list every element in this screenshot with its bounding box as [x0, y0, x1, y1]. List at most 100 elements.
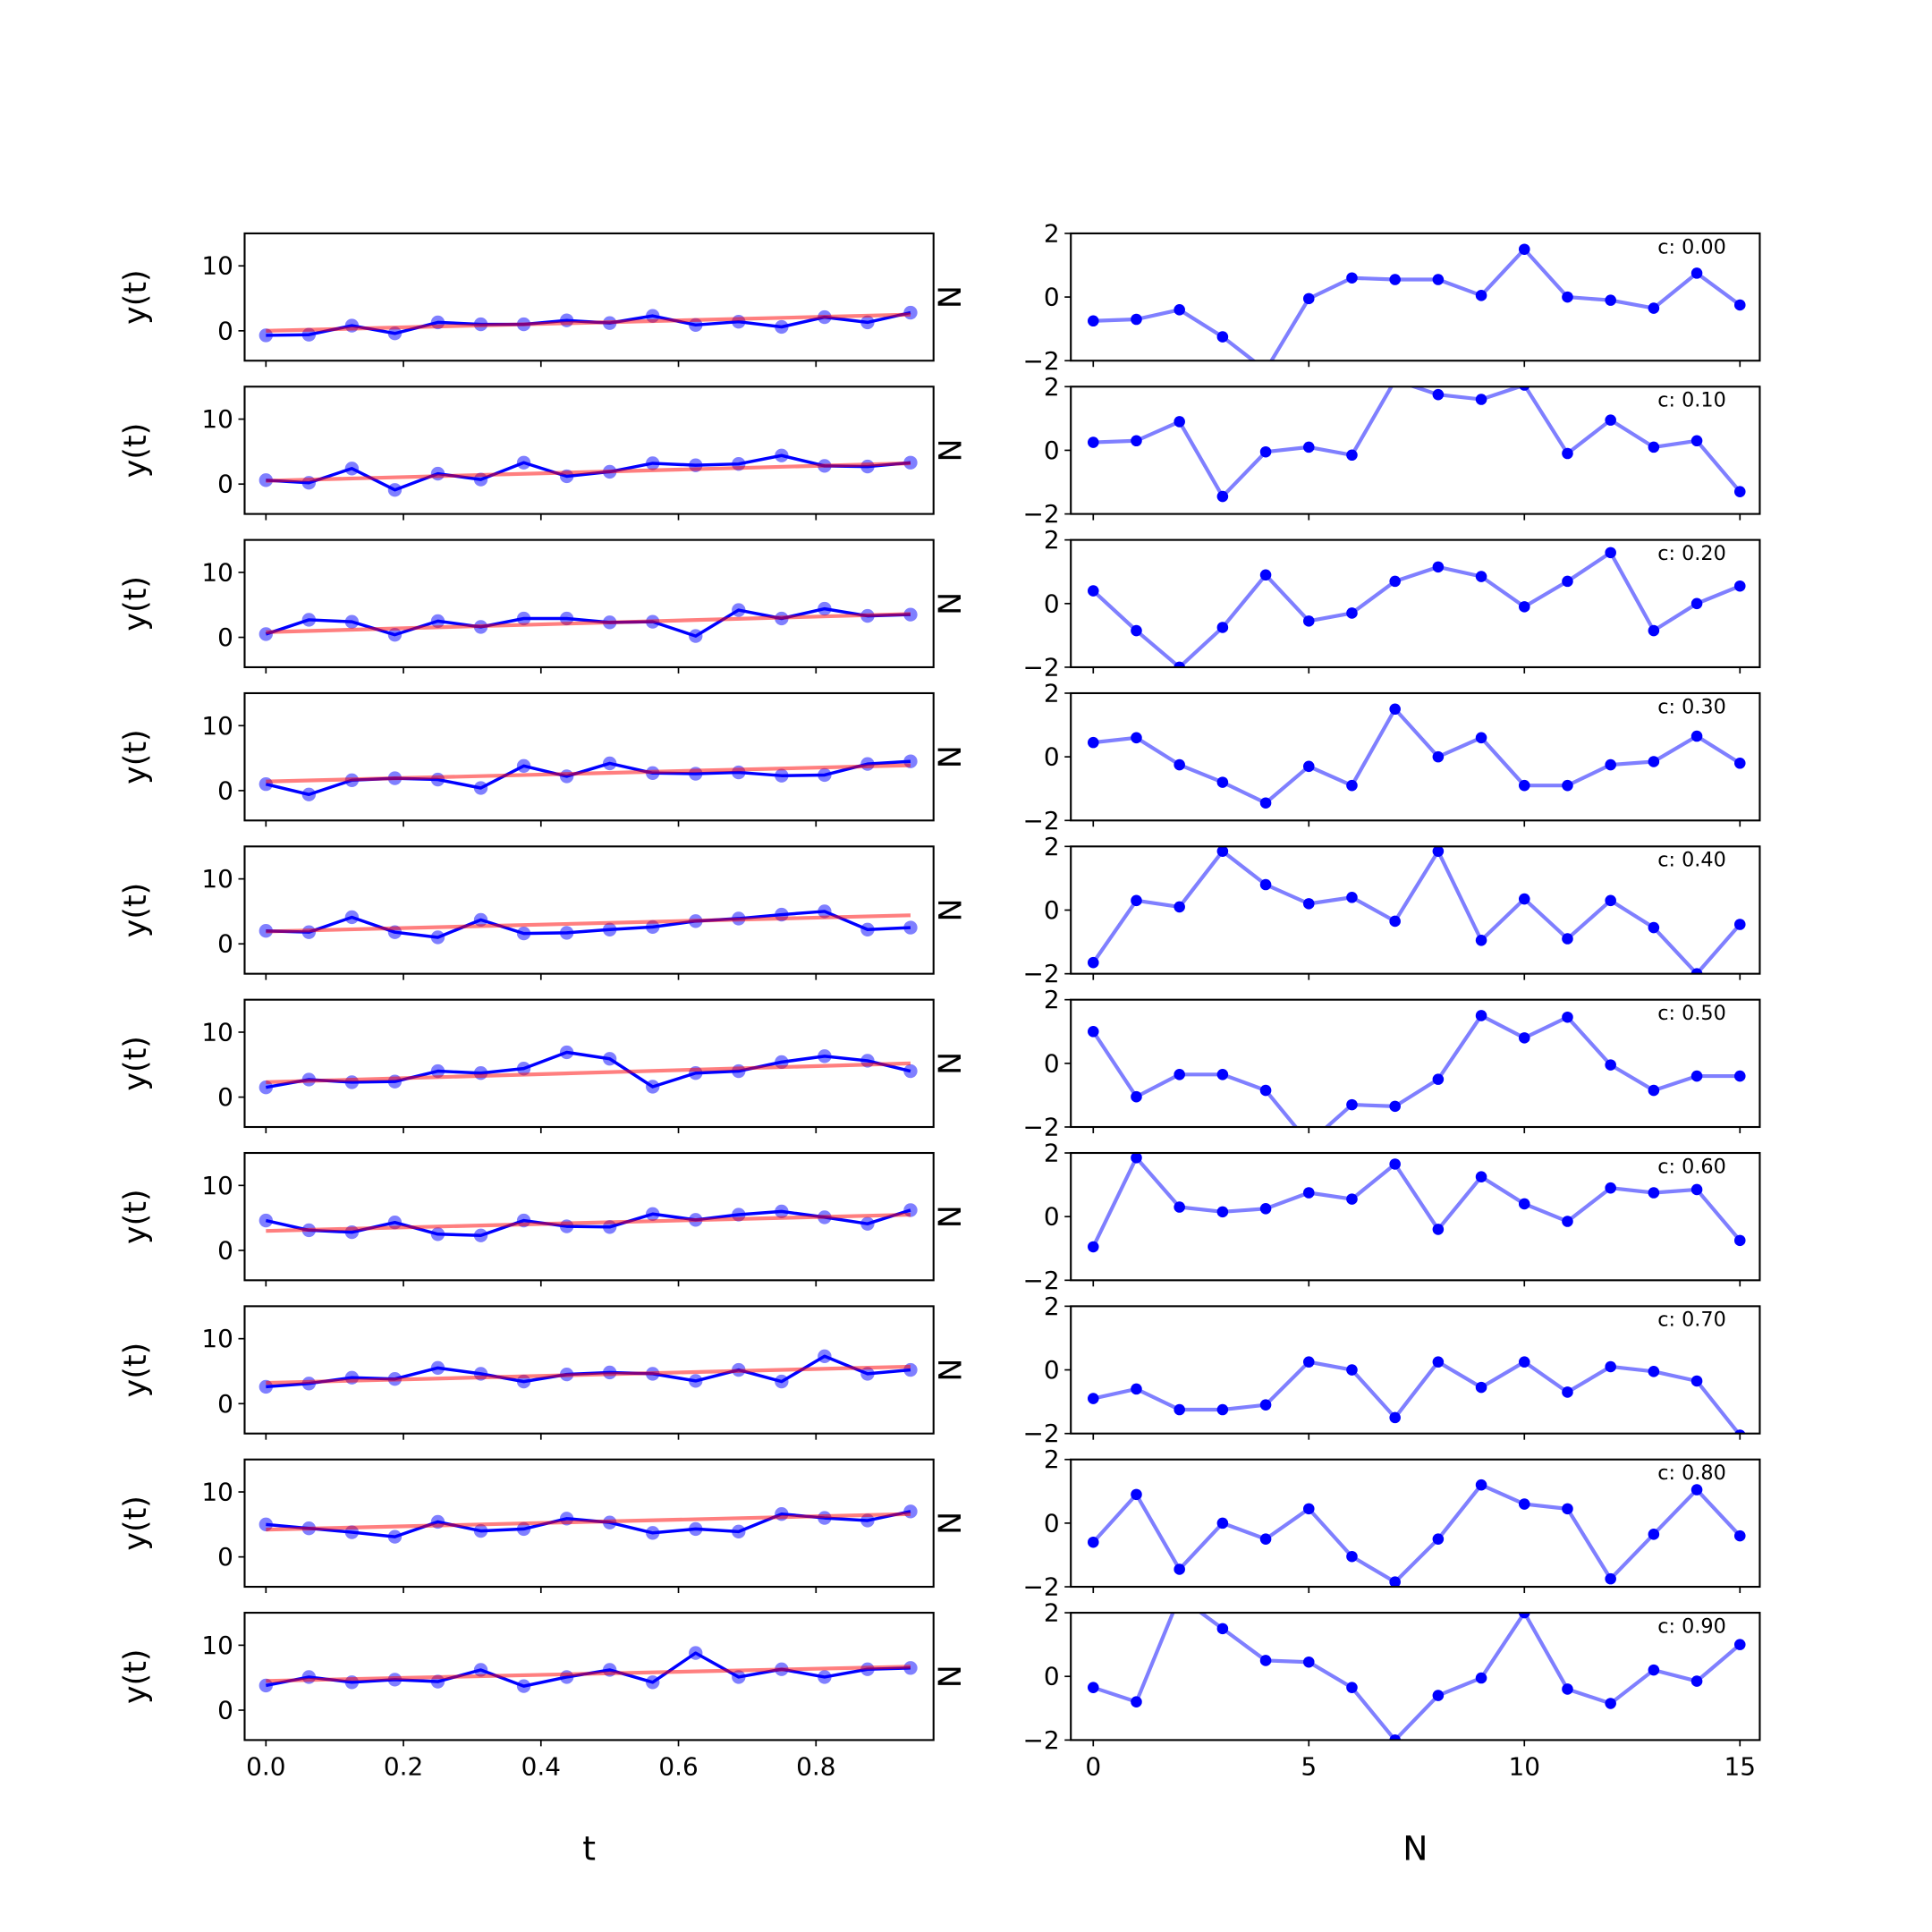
- marker: [1389, 575, 1401, 588]
- marker: [1648, 624, 1660, 637]
- y-tick-label: −2: [1023, 806, 1060, 835]
- axes: 0 10 y(t): [118, 691, 935, 827]
- marker: [1302, 615, 1315, 627]
- y-tick-label: 10: [201, 864, 233, 894]
- axes: −2 0 2 c: 0.10 N: [933, 372, 1761, 529]
- axes-background: [244, 233, 934, 361]
- plot-area: [1087, 846, 1746, 974]
- y-tick-label: −2: [1023, 1419, 1060, 1448]
- series-line: [1091, 1156, 1741, 1248]
- plot-area: [258, 448, 918, 497]
- y-tick-label: 2: [1044, 985, 1060, 1014]
- axes-frame: [1070, 232, 1761, 362]
- series-line: [266, 913, 911, 934]
- y-tick-label: 0: [217, 1235, 233, 1265]
- marker: [1346, 1193, 1358, 1205]
- marker: [1087, 585, 1099, 597]
- series-line: [266, 910, 911, 939]
- marker: [1562, 1386, 1573, 1398]
- y-tick-label: −2: [1023, 1113, 1060, 1142]
- axes-frame: [1070, 1458, 1761, 1589]
- marker: [1648, 1187, 1660, 1199]
- plot-area: [258, 1203, 918, 1242]
- axes-frame: [243, 1305, 935, 1435]
- marker: [1475, 1010, 1487, 1021]
- marker: [1346, 449, 1358, 462]
- series-line: [266, 1512, 911, 1532]
- marker: [1174, 1403, 1185, 1416]
- y-tick-label: −2: [1023, 346, 1060, 376]
- axes: −2 0 2 c: 0.40 N: [933, 832, 1761, 988]
- marker: [1087, 436, 1099, 448]
- axes-background: [244, 692, 934, 821]
- marker: [1131, 1153, 1142, 1164]
- marker: [1259, 1399, 1272, 1411]
- marker: [1174, 416, 1185, 428]
- marker: [1518, 1356, 1530, 1368]
- axes-background: [244, 539, 934, 667]
- plot-area: [258, 305, 918, 343]
- marker: [1389, 1411, 1401, 1424]
- marker: [1562, 575, 1573, 588]
- y-tick-label: 2: [1044, 218, 1060, 248]
- plot-area: [258, 754, 918, 801]
- marker: [1733, 1530, 1746, 1542]
- marker: [1346, 1682, 1358, 1693]
- marker: [1733, 299, 1746, 311]
- marker: [1518, 1613, 1530, 1619]
- marker: [1131, 1383, 1142, 1395]
- marker: [1648, 1529, 1660, 1540]
- axes: −2 0 2 0 5 10 15 c: 0.90 N N: [933, 1598, 1761, 1868]
- marker: [1259, 1655, 1272, 1666]
- marker: [1605, 1698, 1616, 1709]
- marker: [1389, 1734, 1401, 1741]
- marker: [1346, 891, 1358, 903]
- marker: [1087, 956, 1099, 969]
- marker: [1260, 365, 1272, 377]
- marker: [1519, 386, 1530, 391]
- marker: [1087, 315, 1099, 327]
- x-tick-label: 0.2: [384, 1751, 423, 1781]
- marker: [1131, 732, 1142, 744]
- marker: [1648, 921, 1660, 934]
- axes: 0 10 0.0 0.2 0.4 0.6 0.8 y(t) t: [118, 1612, 935, 1868]
- marker: [1087, 1536, 1099, 1548]
- y-axis-label: N: [933, 1358, 969, 1381]
- axes: −2 0 2 c: 0.80 N: [933, 1445, 1761, 1602]
- axes-background: [1071, 692, 1760, 821]
- series-line: [266, 1050, 911, 1089]
- axes-frame: [243, 1612, 935, 1741]
- marker: [1174, 1201, 1185, 1213]
- series-line: [1093, 247, 1741, 361]
- y-tick-label: 2: [1044, 372, 1060, 402]
- annotation: c: 0.60: [1657, 1155, 1726, 1178]
- axes-background: [1071, 386, 1760, 514]
- annotation: c: 0.10: [1657, 389, 1726, 412]
- marker: [1690, 1375, 1703, 1387]
- y-axis-label: y(t): [118, 729, 154, 784]
- y-tick-label: 10: [201, 251, 233, 281]
- marker: [1648, 1664, 1660, 1676]
- marker: [1302, 898, 1315, 910]
- marker: [1302, 1187, 1315, 1199]
- marker: [1131, 624, 1142, 637]
- plot-area: [258, 1349, 918, 1394]
- y-tick-label: −2: [1023, 499, 1060, 529]
- axes-frame: [243, 845, 935, 975]
- marker: [1389, 375, 1401, 386]
- marker: [1302, 1656, 1315, 1668]
- marker: [1087, 736, 1099, 749]
- y-tick-label: 0: [1044, 895, 1060, 925]
- y-tick-label: 0: [1044, 742, 1060, 772]
- marker: [1690, 730, 1703, 742]
- marker: [1216, 490, 1229, 503]
- marker: [1346, 1550, 1358, 1563]
- axes: 0 10 y(t): [118, 1458, 935, 1594]
- marker: [1174, 304, 1185, 316]
- marker: [1475, 1479, 1487, 1491]
- marker: [1690, 968, 1703, 974]
- marker: [1131, 313, 1142, 326]
- y-axis-label: y(t): [118, 883, 154, 938]
- axes: 0 10 y(t): [118, 998, 935, 1133]
